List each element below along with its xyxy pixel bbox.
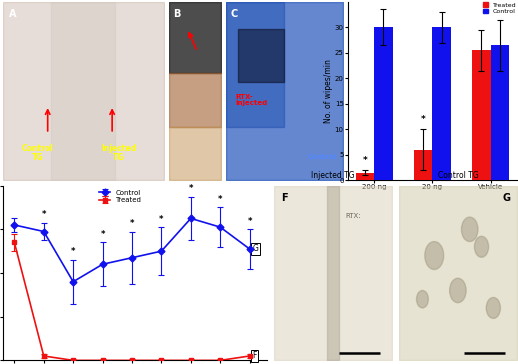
Text: *: * <box>218 195 222 204</box>
Text: *: * <box>71 248 76 256</box>
Text: *: * <box>248 217 252 226</box>
Legend: Control, Treated: Control, Treated <box>99 189 142 204</box>
Circle shape <box>462 217 478 242</box>
Text: Control
TG: Control TG <box>22 144 54 162</box>
Text: *: * <box>130 219 134 228</box>
Text: *: * <box>189 184 193 193</box>
Text: Control: Control <box>307 154 336 160</box>
Bar <box>433 27 451 180</box>
Text: Injected
TG: Injected TG <box>101 144 136 162</box>
Text: Control TG: Control TG <box>438 171 478 180</box>
Bar <box>355 173 374 180</box>
Text: *: * <box>363 156 367 165</box>
Text: C: C <box>231 9 238 19</box>
Text: G: G <box>253 245 258 253</box>
Text: *: * <box>421 115 425 124</box>
Bar <box>472 50 491 180</box>
Y-axis label: No. of wipes/min: No. of wipes/min <box>324 59 333 123</box>
Text: A: A <box>9 9 17 19</box>
Text: G: G <box>503 193 511 203</box>
Bar <box>491 45 509 180</box>
Text: Injected TG: Injected TG <box>311 171 355 180</box>
Text: *: * <box>159 215 164 223</box>
Text: RTX-
Injected: RTX- Injected <box>235 94 268 106</box>
Circle shape <box>474 236 488 257</box>
Text: *: * <box>41 210 46 219</box>
Text: B: B <box>173 9 180 19</box>
Circle shape <box>416 290 428 308</box>
Text: F: F <box>253 352 257 360</box>
Circle shape <box>425 242 444 269</box>
Legend: Treated, Control: Treated, Control <box>482 1 517 15</box>
Text: F: F <box>281 193 287 203</box>
Bar <box>414 150 433 180</box>
Text: *: * <box>100 230 105 239</box>
Bar <box>374 27 393 180</box>
Circle shape <box>450 278 466 303</box>
Circle shape <box>486 297 500 318</box>
Text: RTX:: RTX: <box>345 213 361 219</box>
